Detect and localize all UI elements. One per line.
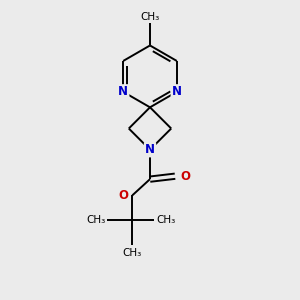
Text: CH₃: CH₃ xyxy=(87,215,106,225)
Text: O: O xyxy=(118,189,128,202)
Text: CH₃: CH₃ xyxy=(156,215,175,225)
Text: N: N xyxy=(172,85,182,98)
Text: N: N xyxy=(118,85,128,98)
Text: O: O xyxy=(180,170,190,183)
Text: CH₃: CH₃ xyxy=(140,12,160,22)
Text: N: N xyxy=(145,143,155,156)
Text: CH₃: CH₃ xyxy=(123,248,142,258)
